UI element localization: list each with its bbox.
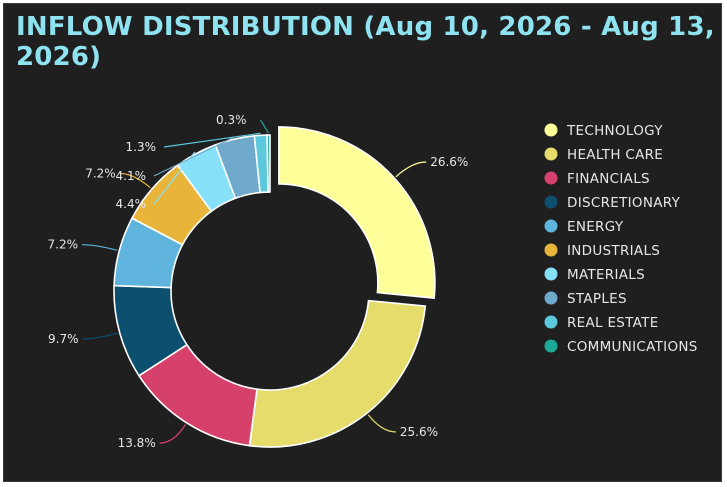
legend-label-energy[interactable]: ENERGY	[567, 219, 624, 235]
slice-health-care[interactable]	[248, 299, 427, 448]
legend-swatch-financials[interactable]	[544, 171, 558, 185]
leader-line-financials	[159, 424, 186, 444]
data-label-financials: 13.8%	[118, 436, 156, 450]
data-label-health-care: 25.6%	[400, 425, 438, 439]
legend-swatch-staples[interactable]	[544, 291, 558, 305]
leader-line-health-care	[367, 414, 396, 433]
legend-label-real-estate[interactable]: REAL ESTATE	[567, 315, 659, 331]
legend-swatch-real-estate[interactable]	[544, 315, 558, 329]
data-label-technology: 26.6%	[430, 155, 468, 169]
legend-label-staples[interactable]: STAPLES	[567, 291, 627, 307]
leader-line-communications	[260, 119, 270, 134]
legend-label-financials[interactable]: FINANCIALS	[567, 171, 650, 187]
legend-label-materials[interactable]: MATERIALS	[567, 267, 645, 283]
chart-frame: INFLOW DISTRIBUTION (Aug 10, 2026 - Aug …	[3, 3, 722, 482]
leader-line-materials	[153, 151, 196, 205]
leader-line-industrials	[119, 172, 151, 189]
legend-swatch-materials[interactable]	[544, 267, 558, 281]
data-label-materials: 4.4%	[116, 197, 147, 211]
data-label-communications: 0.3%	[216, 113, 247, 127]
legend-swatch-discretionary[interactable]	[544, 195, 558, 209]
leader-line-discretionary	[82, 332, 118, 340]
data-label-real-estate: 1.3%	[126, 140, 157, 154]
legend-label-discretionary[interactable]: DISCRETIONARY	[567, 195, 681, 211]
data-label-industrials: 7.2%	[85, 166, 116, 180]
leader-line-staples	[153, 136, 235, 177]
legend-label-technology[interactable]: TECHNOLOGY	[566, 123, 663, 139]
legend-swatch-industrials[interactable]	[544, 243, 558, 257]
leader-line-energy	[82, 244, 118, 251]
leader-line-real-estate	[163, 132, 261, 148]
data-label-discretionary: 9.7%	[48, 332, 79, 346]
data-label-energy: 7.2%	[48, 238, 79, 252]
donut-chart: 26.6% 25.6% 13.8% 9.7% 7.2% 7.2% 4.4% 4.1% 1.3% 0…	[48, 113, 698, 450]
legend-swatch-technology[interactable]	[544, 123, 558, 137]
legend-swatch-health-care[interactable]	[544, 147, 558, 161]
slice-technology[interactable]	[278, 126, 436, 299]
chart-title: INFLOW DISTRIBUTION (Aug 10, 2026 - Aug …	[16, 12, 715, 72]
slice-communications[interactable]	[266, 134, 271, 193]
legend-label-health-care[interactable]: HEALTH CARE	[567, 147, 663, 163]
legend-label-communications[interactable]: COMMUNICATIONS	[567, 339, 698, 355]
legend-swatch-energy[interactable]	[544, 219, 558, 233]
data-label-staples: 4.1%	[116, 169, 147, 183]
legend-label-industrials[interactable]: INDUSTRIALS	[567, 243, 660, 259]
legend-swatch-communications[interactable]	[544, 339, 558, 353]
leader-line-technology	[395, 161, 427, 178]
